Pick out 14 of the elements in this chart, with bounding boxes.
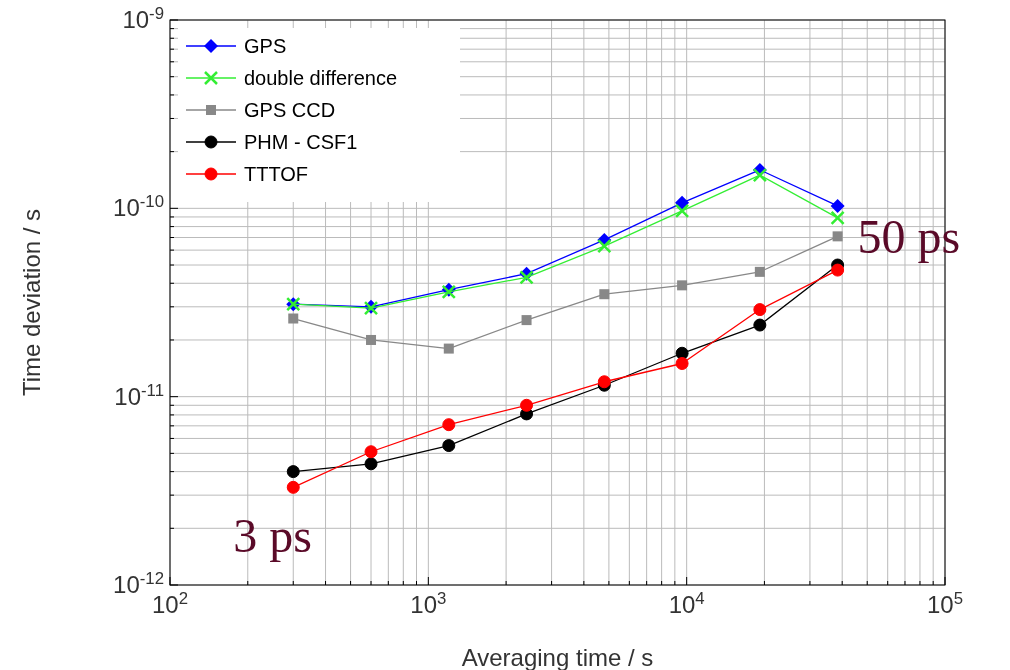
x-tick-label: 10$^{4}$ <box>668 588 705 618</box>
legend-label: PHM - CSF1 <box>244 131 358 153</box>
legend-label: double difference <box>244 67 398 89</box>
legend-label: GPS CCD <box>244 99 336 121</box>
x-tick-label: 10$^{5}$ <box>926 588 964 618</box>
annotation: 3 ps <box>233 509 312 563</box>
y-tick-label: 10$^{-11}$ <box>114 380 164 410</box>
legend-label: TTTOF <box>244 163 309 185</box>
legend-label: GPS <box>244 35 287 57</box>
y-axis-title: Time deviation / s <box>18 208 45 397</box>
y-tick-label: 10$^{-9}$ <box>122 3 164 33</box>
x-tick-label: 10$^{2}$ <box>151 588 189 618</box>
y-tick-label: 10$^{-10}$ <box>113 191 164 222</box>
x-tick-label: 10$^{3}$ <box>410 588 447 618</box>
